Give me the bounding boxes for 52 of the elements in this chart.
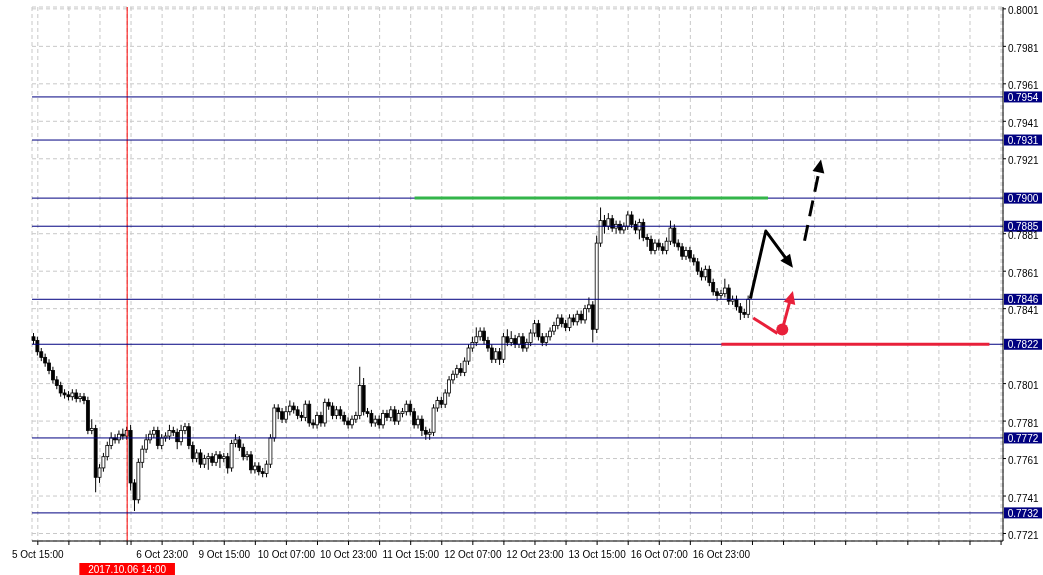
ref-line-label: 0.7931 (1007, 135, 1039, 147)
candlestick (641, 218, 646, 242)
candlestick (346, 416, 350, 430)
x-tick-label: 16 Oct 07:00 (630, 549, 689, 560)
x-tick-label: 13 Oct 15:00 (568, 549, 627, 560)
y-tick-label: 0.7741 (1008, 492, 1040, 504)
x-tick-label: 6 Oct 23:00 (136, 549, 189, 560)
y-tick-label: 0.7721 (1008, 530, 1040, 542)
candlestick (548, 326, 552, 342)
y-tick-label: 0.7961 (1008, 80, 1040, 92)
candlestick (78, 392, 83, 403)
candlestick (307, 399, 312, 428)
x-tick-label: 9 Oct 15:00 (198, 549, 251, 560)
candlestick (746, 295, 751, 319)
y-tick-label: 0.7881 (1008, 230, 1040, 242)
y-tick-label: 0.7801 (1008, 380, 1040, 392)
y-tick-label: 0.7841 (1008, 305, 1040, 317)
x-tick-label: 11 Oct 15:00 (382, 549, 440, 560)
candlestick (684, 246, 688, 261)
x-tick-label: 10 Oct 23:00 (319, 549, 378, 560)
candlestick (385, 409, 389, 422)
candlestick (249, 450, 253, 475)
candlestick (649, 235, 653, 255)
ref-line-label: 0.7732 (1007, 507, 1039, 519)
x-tick-label: 12 Oct 23:00 (506, 549, 565, 560)
ref-line-label: 0.7846 (1007, 294, 1039, 306)
candlestick (381, 409, 385, 430)
candlestick (416, 414, 420, 430)
candlestick (722, 278, 727, 298)
x-tick-label: 2017.10.06 14:00 (88, 564, 167, 575)
y-tick-label: 0.7981 (1008, 42, 1040, 54)
candlestick (579, 310, 584, 325)
ref-line-label: 0.7772 (1007, 432, 1039, 444)
candlestick (672, 223, 677, 248)
candlestick (618, 220, 622, 235)
y-tick-label: 0.7921 (1008, 155, 1040, 167)
y-tick-label: 0.7941 (1008, 117, 1040, 129)
ref-line-label: 0.7822 (1007, 339, 1039, 351)
y-tick-label: 0.7781 (1008, 417, 1040, 429)
candlestick (218, 450, 222, 469)
y-tick-label: 0.7761 (1008, 455, 1040, 467)
x-tick-label: 16 Oct 23:00 (692, 549, 751, 560)
x-tick-label: 5 Oct 15:00 (11, 549, 65, 560)
x-tick-label: 12 Oct 07:00 (444, 549, 502, 560)
x-tick-label: 10 Oct 07:00 (257, 549, 316, 560)
y-tick-label: 0.7861 (1008, 267, 1040, 279)
ref-line-label: 0.7900 (1007, 193, 1039, 205)
ref-line-label: 0.7885 (1007, 221, 1039, 233)
ref-line-label: 0.7954 (1007, 91, 1039, 103)
candlestick (350, 414, 354, 430)
y-tick-label: 0.8001 (1008, 5, 1040, 17)
candlestick (420, 414, 424, 437)
